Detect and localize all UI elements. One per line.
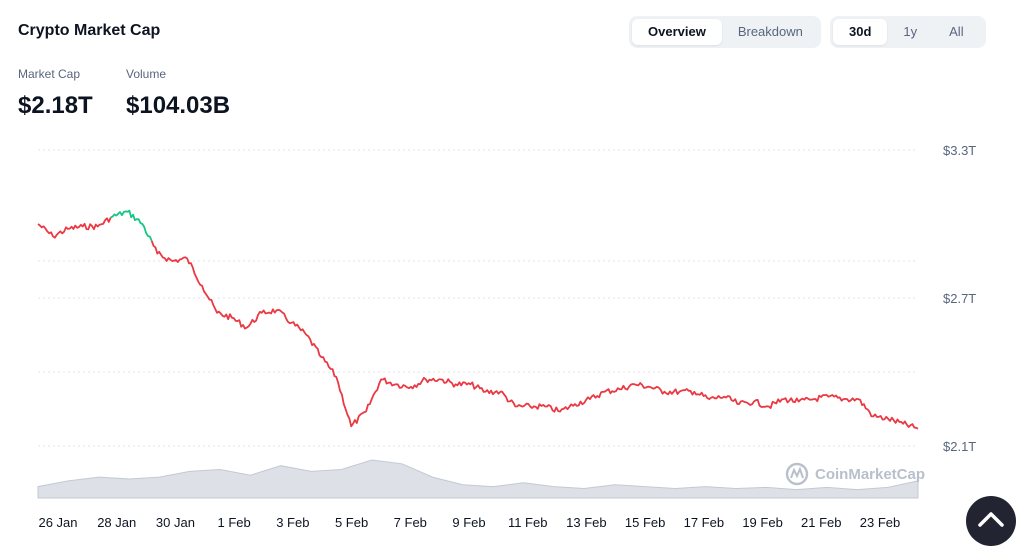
market-cap-label: Market Cap: [18, 67, 81, 81]
page-title: Crypto Market Cap: [18, 22, 161, 39]
chart-grid: [38, 149, 918, 447]
market-cap-line-layer: [37, 209, 919, 430]
x-tick-label: 23 Feb: [860, 515, 900, 530]
x-tick-label: 21 Feb: [801, 515, 841, 530]
y-tick-label: $2.1T: [943, 439, 976, 454]
x-tick-label: 19 Feb: [742, 515, 782, 530]
watermark-text: CoinMarketCap: [815, 466, 925, 483]
x-tick-label: 28 Jan: [97, 515, 136, 530]
market-cap-value: $2.18T: [18, 92, 93, 119]
y-tick-label: $3.3T: [943, 143, 976, 158]
chevron-up-icon: [978, 512, 1004, 527]
volume-label: Volume: [126, 67, 167, 81]
market-cap-line-down: [150, 240, 919, 430]
x-tick-label: 3 Feb: [276, 515, 309, 530]
tab-overview[interactable]: Overview: [632, 19, 722, 45]
volume-area: [37, 459, 919, 499]
range-all[interactable]: All: [949, 24, 964, 39]
x-tick-label: 5 Feb: [335, 515, 368, 530]
x-tick-label: 30 Jan: [156, 515, 195, 530]
watermark-glyph-icon: [790, 466, 804, 479]
x-tick-label: 7 Feb: [394, 515, 427, 530]
y-tick-label: $2.7T: [943, 291, 976, 306]
x-tick-label: 13 Feb: [566, 515, 606, 530]
market-cap-line-up: [110, 209, 153, 242]
y-axis-ticks: $3.3T $2.7T $2.1T: [943, 143, 976, 454]
x-tick-label: 17 Feb: [684, 515, 724, 530]
market-cap-line-down: [37, 217, 112, 239]
view-toggle: Overview Breakdown: [629, 16, 821, 48]
range-toggle: 30d 1y All: [830, 16, 986, 48]
tab-breakdown[interactable]: Breakdown: [737, 24, 803, 39]
x-tick-label: 1 Feb: [218, 515, 251, 530]
x-tick-label: 26 Jan: [38, 515, 77, 530]
volume-area-layer: [37, 459, 919, 499]
scroll-to-top-button[interactable]: [966, 496, 1016, 546]
watermark: CoinMarketCap: [785, 462, 925, 486]
x-tick-label: 11 Feb: [508, 515, 548, 530]
x-tick-label: 15 Feb: [625, 515, 665, 530]
range-30d[interactable]: 30d: [833, 19, 888, 45]
x-tick-label: 9 Feb: [452, 515, 485, 530]
x-axis-ticks: 26 Jan 28 Jan 30 Jan 1 Feb 3 Feb 5 Feb 7 Feb 9 …: [38, 515, 900, 530]
volume-value: $104.03B: [126, 92, 231, 119]
range-1y[interactable]: 1y: [903, 24, 918, 39]
coinmarketcap-logo-icon: [785, 462, 809, 486]
